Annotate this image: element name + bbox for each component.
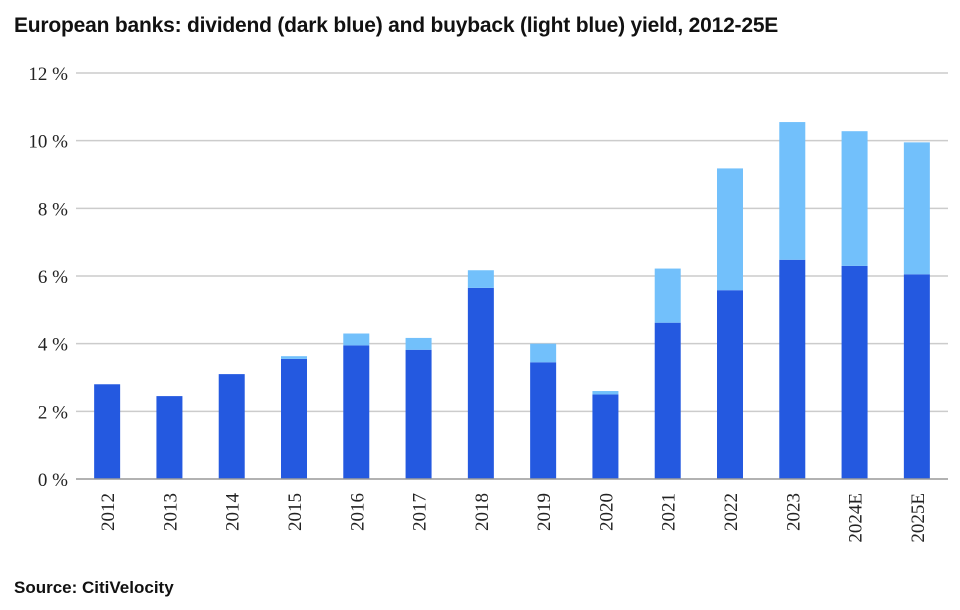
y-tick-label: 10 % (28, 132, 68, 153)
dividend-bar-2022 (717, 290, 743, 479)
x-tick-label: 2021 (659, 493, 680, 531)
x-tick-label: 2022 (721, 493, 742, 531)
y-tick-label: 8 % (38, 199, 68, 220)
dividend-bar-2014 (218, 374, 245, 479)
x-tick-label: 2018 (472, 493, 493, 531)
y-tick-label: 12 % (28, 64, 68, 85)
dividend-bar-2025E (903, 274, 930, 479)
buyback-bar-2017 (405, 337, 432, 350)
chart-title: European banks: dividend (dark blue) and… (14, 14, 779, 37)
y-tick-label: 2 % (38, 402, 68, 423)
x-tick-label: 2013 (160, 493, 181, 531)
x-tick-label: 2014 (223, 493, 244, 532)
x-tick-label: 2016 (347, 493, 368, 531)
x-tick-label: 2019 (534, 493, 555, 531)
x-tick-label: 2015 (285, 493, 306, 531)
buyback-bar-2022 (717, 168, 743, 291)
dividend-bar-2012 (94, 384, 121, 479)
bars (94, 122, 930, 479)
buyback-bar-2024E (841, 131, 868, 266)
buyback-bar-2020 (592, 391, 619, 395)
x-tick-label: 2012 (98, 493, 119, 531)
buyback-bar-2018 (467, 270, 494, 288)
buyback-bar-2019 (530, 343, 557, 363)
y-tick-label: 4 % (38, 335, 68, 356)
source-note: Source: CitiVelocity (14, 578, 174, 597)
x-tick-label: 2025E (908, 493, 929, 543)
dividend-bar-2021 (654, 322, 681, 479)
y-axis-ticks: 0 % 2 % 4 % 6 % 8 % 10 % 12 % (28, 64, 68, 491)
buyback-bar-2016 (343, 333, 370, 346)
buyback-bar-2021 (654, 268, 681, 323)
x-tick-label: 2020 (596, 493, 617, 531)
dividend-bar-2020 (592, 394, 619, 479)
y-tick-label: 0 % (38, 470, 68, 491)
x-axis-ticks: 2012 2013 2014 2015 2016 2017 2018 2019 2020 2021… (98, 493, 929, 543)
buyback-bar-2023 (779, 122, 806, 260)
dividend-bar-2023 (779, 259, 806, 479)
dividend-bar-2018 (467, 287, 494, 479)
x-tick-label: 2023 (783, 493, 804, 531)
dividend-bar-2024E (841, 265, 868, 479)
buyback-bar-2025E (903, 142, 930, 275)
x-tick-label: 2017 (410, 493, 431, 531)
x-tick-label: 2024E (846, 493, 867, 543)
dividend-bar-2019 (530, 362, 557, 479)
dividend-bar-2016 (343, 345, 370, 479)
y-tick-label: 6 % (38, 267, 68, 288)
dividend-bar-2017 (405, 349, 432, 479)
buyback-bar-2015 (281, 356, 307, 359)
dividend-bar-2013 (156, 396, 183, 479)
dividend-bar-2015 (281, 358, 307, 479)
grid-lines (76, 72, 948, 413)
